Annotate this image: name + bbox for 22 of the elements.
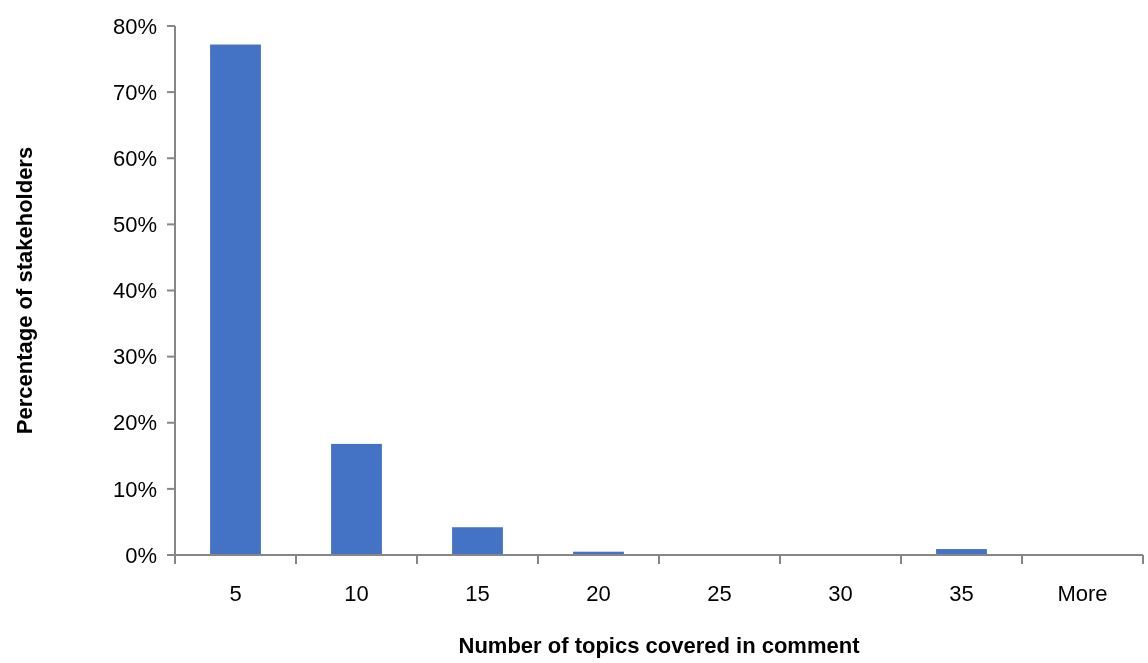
bar <box>210 44 261 555</box>
x-tick-label: 5 <box>229 581 242 606</box>
y-tick-label: 70% <box>112 79 157 105</box>
x-tick-label: 30 <box>828 581 853 606</box>
bar <box>331 443 382 555</box>
x-tick-label: 25 <box>707 581 732 606</box>
y-axis-title: Percentage of stakeholders <box>12 146 37 435</box>
y-tick-label: 50% <box>112 212 157 238</box>
y-tick-label: 30% <box>112 344 157 370</box>
y-tick-label: 80% <box>112 13 157 39</box>
x-tick-label: 15 <box>465 581 490 606</box>
bar <box>452 527 503 555</box>
x-axis-title: Number of topics covered in comment <box>458 633 861 658</box>
y-tick-label: 10% <box>112 476 157 502</box>
y-tick-label: 20% <box>112 410 157 436</box>
x-tick-label: More <box>1057 581 1108 606</box>
y-tick-label: 40% <box>112 278 157 304</box>
x-tick-label: 35 <box>949 581 974 606</box>
y-tick-label: 60% <box>112 145 157 171</box>
x-tick-label: 10 <box>344 581 369 606</box>
x-tick-label: 20 <box>586 581 611 606</box>
y-tick-label: 0% <box>125 542 157 568</box>
